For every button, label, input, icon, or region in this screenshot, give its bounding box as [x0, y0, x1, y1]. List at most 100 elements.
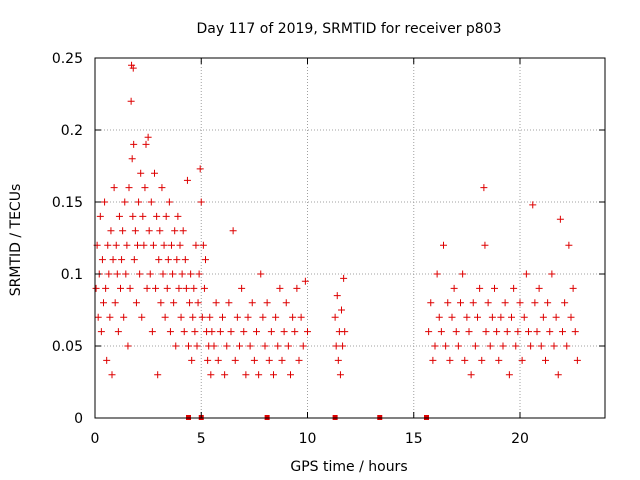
data-point — [154, 371, 162, 379]
data-point — [192, 241, 200, 249]
data-point — [259, 313, 267, 321]
data-point — [501, 299, 509, 307]
grid-lines — [95, 58, 605, 418]
data-point — [559, 328, 566, 336]
data-point — [253, 328, 260, 336]
x-tick-label: 20 — [511, 431, 529, 447]
data-point — [270, 371, 277, 379]
data-point — [174, 212, 182, 220]
data-point — [291, 328, 299, 336]
data-point — [121, 198, 129, 206]
data-point — [469, 299, 477, 307]
data-point — [188, 356, 196, 364]
data-point — [175, 284, 183, 292]
data-point — [544, 299, 552, 307]
data-point — [169, 270, 177, 278]
data-point — [550, 342, 558, 350]
x-tick-label: 0 — [91, 431, 100, 447]
data-point — [450, 284, 458, 292]
data-point — [474, 313, 481, 321]
data-point — [134, 241, 141, 249]
y-tick-label: 0.1 — [61, 267, 83, 283]
data-point — [128, 61, 136, 69]
chart-title: Day 117 of 2019, SRMTID for receiver p80… — [196, 21, 501, 37]
data-point — [129, 212, 137, 220]
data-point — [159, 270, 167, 278]
data-point — [158, 184, 166, 192]
y-axis-ticks: 0 0.05 0.1 0.15 0.2 0.25 — [52, 51, 605, 427]
data-point — [195, 270, 203, 278]
x-axis-ticks: 0 5 10 15 20 — [91, 58, 529, 447]
data-point — [141, 184, 149, 192]
data-point — [440, 241, 447, 249]
data-point — [289, 313, 297, 321]
data-point — [193, 342, 201, 350]
data-point — [250, 356, 258, 364]
data-point — [457, 299, 464, 307]
data-point — [189, 313, 197, 321]
data-point — [433, 270, 441, 278]
data-point — [214, 356, 222, 364]
data-point — [295, 356, 303, 364]
data-point — [431, 342, 439, 350]
data-point — [157, 299, 165, 307]
data-point — [196, 165, 204, 173]
data-point — [435, 313, 443, 321]
data-point — [448, 313, 456, 321]
data-point — [444, 299, 452, 307]
data-point — [135, 198, 143, 206]
data-point — [221, 371, 229, 379]
data-point — [132, 299, 140, 307]
y-tick-label: 0.25 — [52, 51, 83, 67]
data-point — [331, 313, 339, 321]
data-point — [284, 342, 292, 350]
data-point — [297, 313, 305, 321]
data-point — [206, 313, 214, 321]
data-point — [563, 342, 571, 350]
data-point — [194, 299, 202, 307]
data-point — [173, 256, 181, 264]
data-point — [185, 342, 192, 350]
data-point — [103, 356, 111, 364]
data-point — [338, 306, 345, 314]
data-point — [108, 371, 116, 379]
data-point — [138, 313, 146, 321]
data-point — [495, 356, 503, 364]
data-point — [341, 328, 349, 336]
data-point — [113, 270, 121, 278]
data-point — [248, 299, 256, 307]
data-point — [537, 342, 545, 350]
data-point — [122, 270, 130, 278]
data-point — [153, 212, 161, 220]
data-point — [182, 284, 190, 292]
data-point — [143, 284, 151, 292]
data-point — [191, 328, 199, 336]
data-point — [229, 227, 237, 235]
data-point — [151, 169, 158, 177]
data-point — [97, 328, 105, 336]
y-tick-label: 0.05 — [52, 339, 83, 355]
data-point — [144, 133, 152, 141]
data-point — [107, 227, 115, 235]
plot-frame — [94, 57, 606, 419]
data-point — [101, 198, 109, 206]
data-point — [223, 342, 231, 350]
data-point — [508, 313, 515, 321]
data-point — [493, 328, 501, 336]
data-point — [119, 227, 127, 235]
data-point — [208, 328, 216, 336]
data-point — [454, 342, 462, 350]
data-point — [425, 328, 433, 336]
data-point — [476, 284, 484, 292]
data-point — [164, 256, 172, 264]
data-point — [539, 313, 547, 321]
data-point — [238, 284, 246, 292]
data-point — [332, 342, 340, 350]
data-point — [459, 270, 467, 278]
data-point — [567, 313, 575, 321]
data-point — [171, 227, 179, 235]
data-point — [304, 328, 311, 336]
data-point — [467, 371, 475, 379]
data-point — [142, 140, 150, 148]
